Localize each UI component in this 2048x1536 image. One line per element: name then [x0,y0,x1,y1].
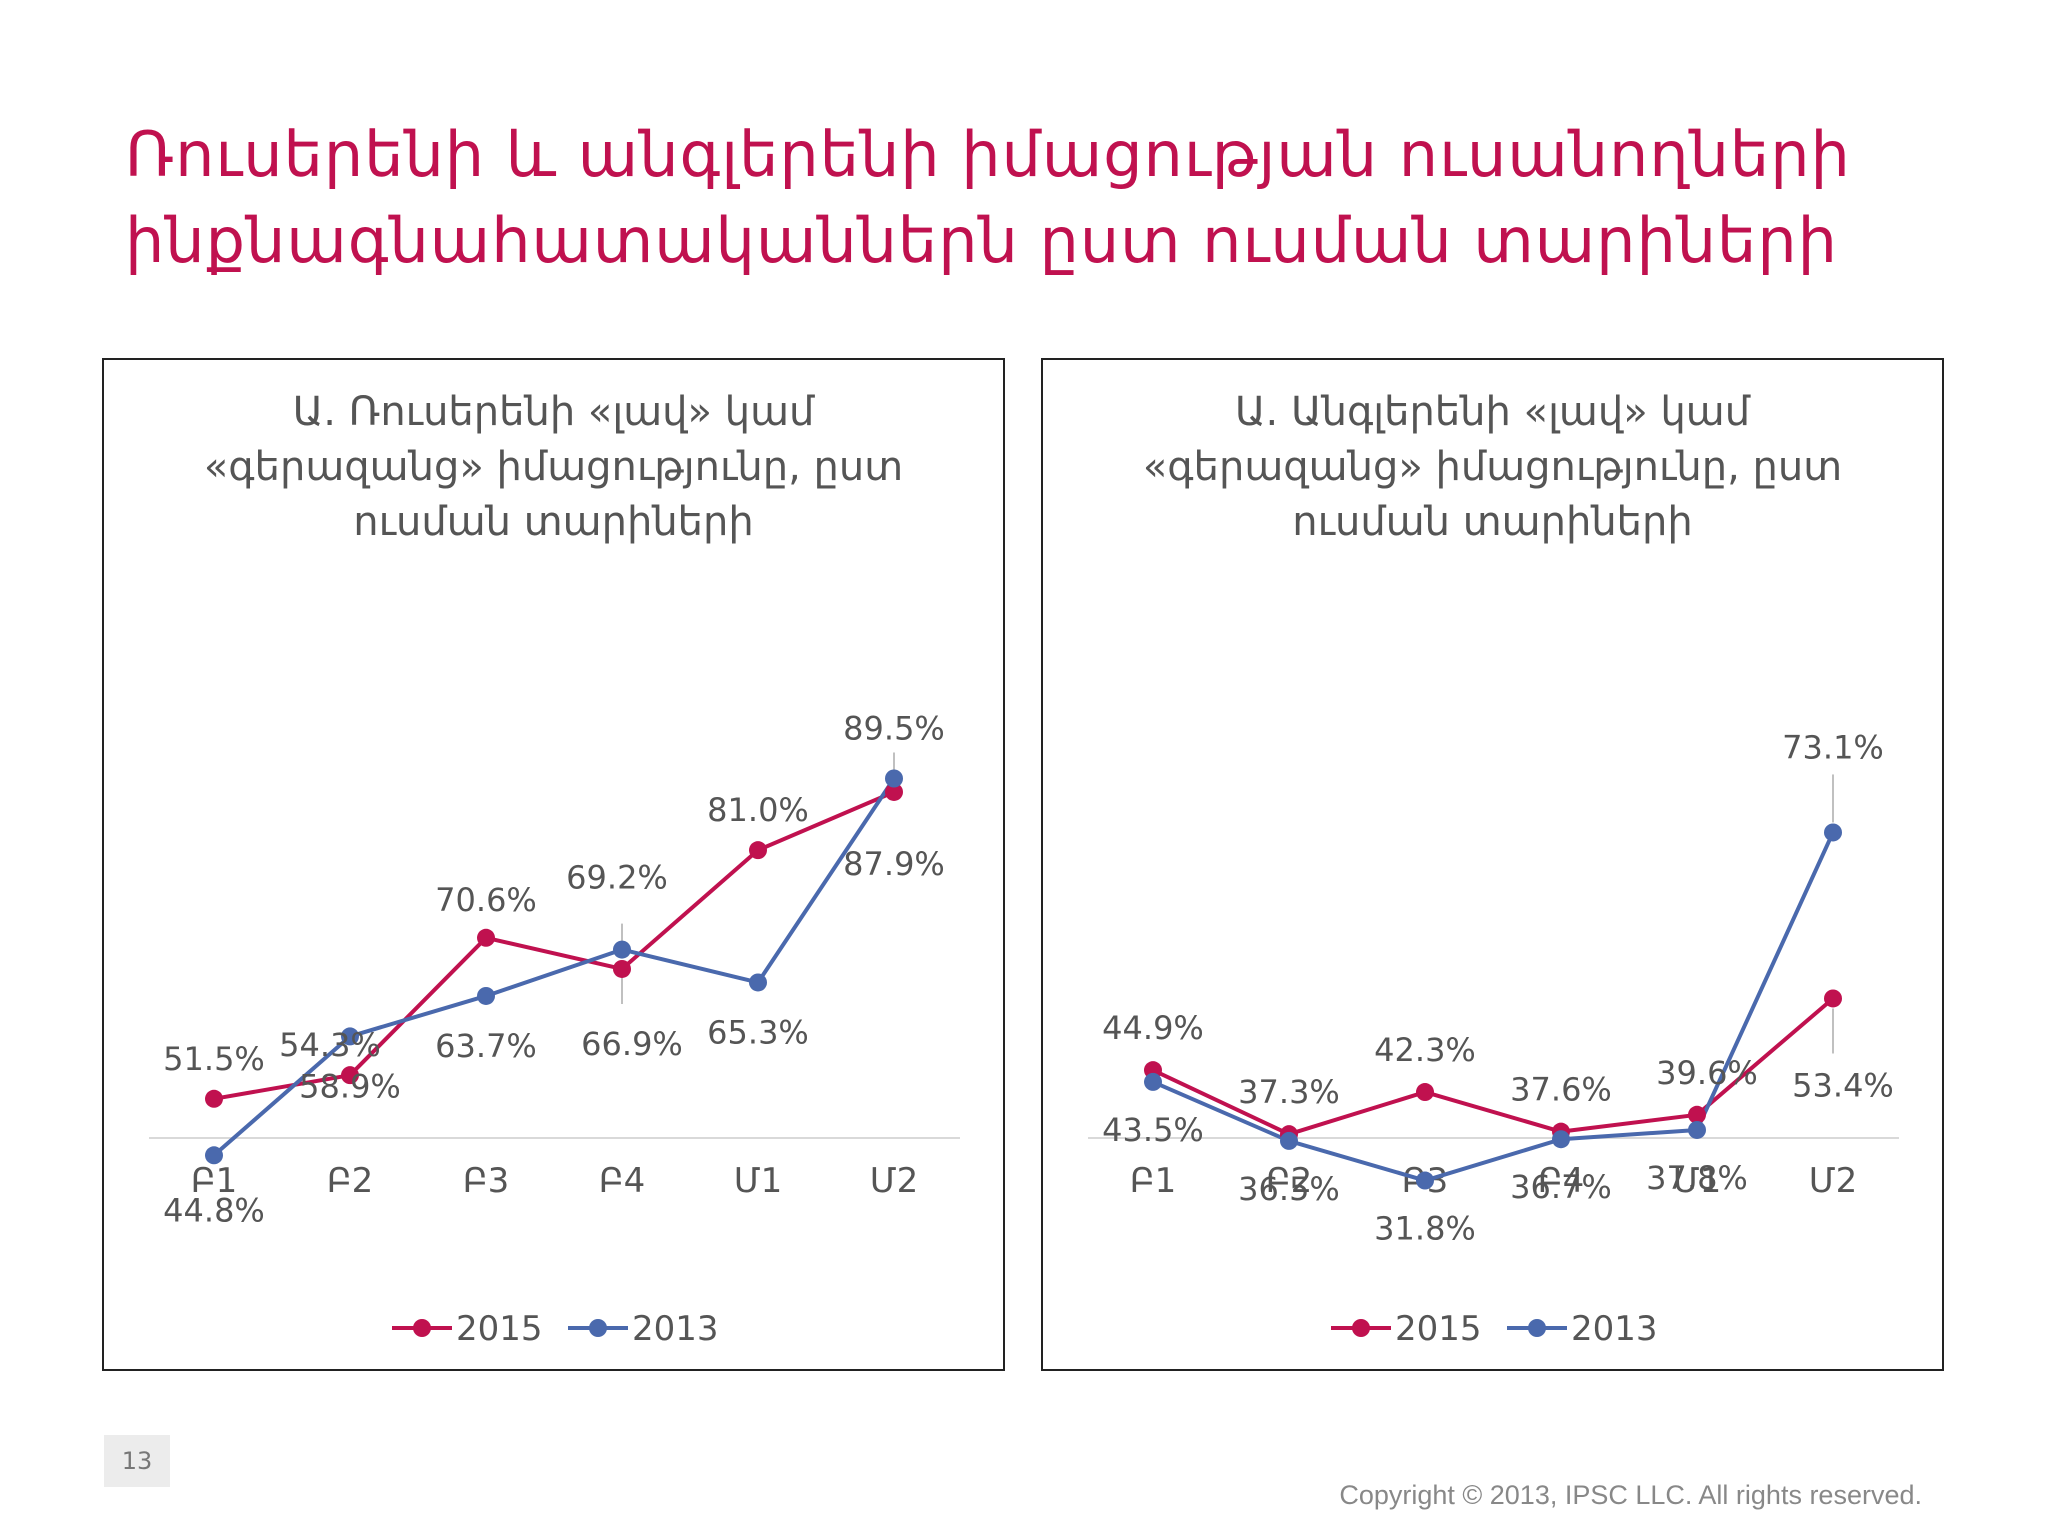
data-point-2015 [1824,989,1842,1008]
data-point-2013 [341,1027,359,1046]
x-tick-label: Բ2 [1266,1161,1313,1201]
data-point-2013 [205,1146,223,1165]
data-point-2015 [205,1089,223,1108]
data-label: 58.9% [299,1067,401,1105]
data-point-2015 [341,1066,359,1085]
slide-title: Ռուսերենի և անգլերենի իմացության ուսանող… [125,112,1945,284]
chart-title-line: «գերազանց» իմացությունը, ըստ [1142,444,1843,490]
data-point-2013 [1552,1130,1570,1149]
data-label: 66.9% [581,1025,683,1063]
data-label: 89.5% [843,710,945,748]
chart-title-english: Ա. Անգլերենի «լավ» կամ «գերազանց» իմացու… [1063,385,1922,550]
data-label: 69.2% [566,859,668,897]
chart-english: Բ1Բ2Բ3Բ4Մ1Մ244.9%37.3%42.3%37.6%39.6%53.… [1088,728,1899,1349]
x-tick-label: Բ4 [599,1161,646,1201]
data-label: 44.9% [1102,1009,1204,1047]
data-point-2013 [477,986,495,1005]
data-point-2013 [1688,1120,1706,1139]
data-point-2015 [1688,1105,1706,1124]
data-point-2013 [1144,1072,1162,1091]
data-label: 65.3% [707,1013,809,1051]
series-line-2013 [1152,831,1835,1183]
data-label: 37.3% [1238,1073,1340,1111]
chart-title-russian: Ա. Ռուսերենի «լավ» կամ «գերազանց» իմացու… [124,385,983,550]
x-tick-label: Բ2 [327,1161,374,1201]
data-label: 36.7% [1510,1168,1612,1206]
legend-marker-2015 [413,1319,431,1337]
chart-title-line: ուսման տարիների [1292,499,1693,545]
data-label: 37.8% [1646,1159,1748,1197]
data-label: 70.6% [435,881,537,919]
legend-label-2015: 2015 [1395,1309,1482,1349]
data-label: 73.1% [1782,728,1884,766]
data-label: 31.8% [1374,1210,1476,1248]
data-point-2013 [749,973,767,992]
data-label: 39.6% [1656,1054,1758,1092]
x-tick-label: Մ2 [1809,1161,1858,1201]
series-line-2015 [213,790,895,1101]
data-label: 81.0% [707,791,809,829]
data-label: 37.6% [1510,1071,1612,1109]
data-point-2015 [613,959,631,978]
data-point-2013 [1280,1131,1298,1150]
copyright-text: Copyright © 2013, IPSC LLC. All rights r… [1339,1480,1922,1510]
data-label: 63.7% [435,1027,537,1065]
data-point-2013 [1824,823,1842,842]
data-label: 54.3% [279,1026,381,1064]
data-label: 53.4% [1792,1066,1894,1104]
chart-title-line: Ա. Անգլերենի «լավ» կամ [1234,389,1751,435]
x-tick-label: Բ1 [191,1161,238,1201]
data-point-2013 [885,769,903,788]
page-number: 13 [104,1435,170,1487]
slide-title-line-1: Ռուսերենի և անգլերենի իմացության ուսանող… [125,118,1851,191]
legend-marker-2013 [589,1319,607,1337]
chart-title-line: «գերազանց» իմացությունը, ըստ [203,444,904,490]
x-tick-label: Մ2 [870,1161,919,1201]
x-tick-label: Բ4 [1538,1161,1585,1201]
data-label: 43.5% [1102,1111,1204,1149]
data-point-2015 [749,841,767,860]
chart-panel-russian: Ա. Ռուսերենի «լավ» կամ «գերազանց» իմացու… [102,358,1005,1371]
x-tick-label: Մ1 [1673,1161,1722,1201]
data-point-2015 [885,782,903,801]
chart-russian: Բ1 Բ2 Բ3 Բ4 Մ1 Մ2 51.5% 54.3% 70.6% 66.9% 81.0% 87.… [149,710,960,1349]
data-point-2015 [1416,1083,1434,1102]
data-label: 51.5% [163,1040,265,1078]
data-point-2013 [1416,1171,1434,1190]
series-line-2013 [212,777,896,1157]
legend-marker-2013 [1528,1319,1546,1337]
data-label: 36.5% [1238,1170,1340,1208]
data-label: 44.8% [163,1191,265,1229]
x-tick-label: Բ3 [463,1161,510,1201]
data-point-2015 [477,928,495,947]
data-label: 42.3% [1374,1031,1476,1069]
chart-title-line: Ա. Ռուսերենի «լավ» կամ [292,389,815,435]
chart-title-line: ուսման տարիների [353,499,754,545]
data-point-2013 [613,940,631,959]
series-line-2015 [1152,996,1835,1137]
legend-marker-2015 [1352,1319,1370,1337]
legend-label-2013: 2013 [1571,1309,1658,1349]
x-tick-label: Մ1 [734,1161,783,1201]
chart-panel-english: Ա. Անգլերենի «լավ» կամ «գերազանց» իմացու… [1041,358,1944,1371]
slide-title-line-2: ինքնագնահատականներն ըստ ուսման տարիների [125,204,1838,277]
legend-label-2013: 2013 [632,1309,719,1349]
x-tick-label: Բ1 [1130,1161,1177,1201]
legend-label-2015: 2015 [456,1309,543,1349]
data-label: 87.9% [843,845,945,883]
